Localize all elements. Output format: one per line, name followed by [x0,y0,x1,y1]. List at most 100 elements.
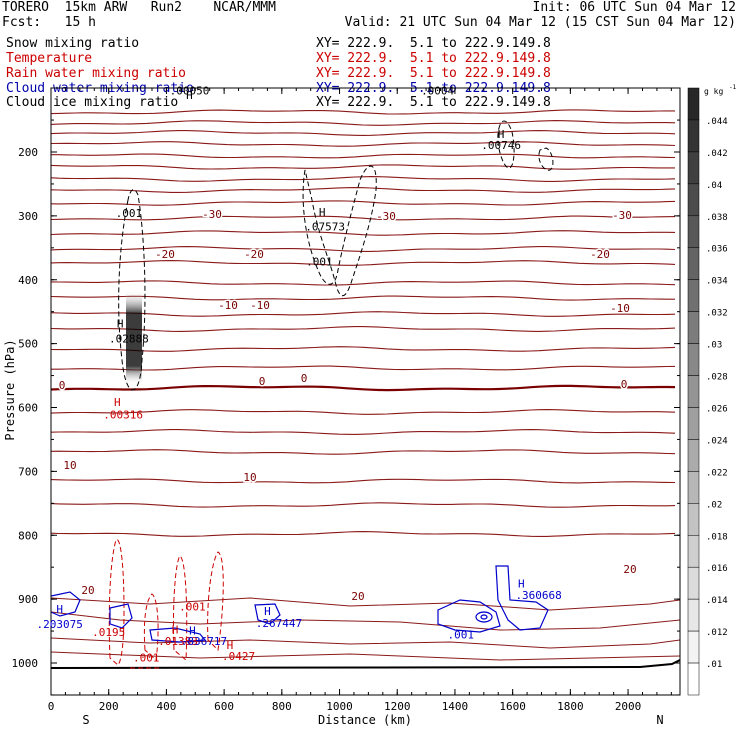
cloud-water-contour [109,603,133,629]
isotherm-line-low [51,597,680,611]
colorbar-swatch [687,662,700,696]
field-max-annotation: .267447 [256,617,302,630]
field-max-annotation: H [56,603,63,616]
cloud-water-contour [51,591,81,617]
field-max-annotation: .01383 [158,635,198,648]
x-tick-label: 600 [214,700,234,713]
isotherm-value-label: 10 [243,471,256,484]
colorbar-swatch [687,407,700,440]
colorbar-tick-label: .01 [706,660,722,670]
x-tick-label: 1000 [326,700,353,713]
x-axis-label: Distance (km) [318,713,412,727]
x-tick-label: 400 [156,700,176,713]
cloud-ice-contour [302,165,377,297]
isotherm-value-label: -20 [155,248,175,261]
field-range-rain: XY= 222.9. 5.1 to 222.9.149.8 [316,66,551,81]
colorbar-tick-label: .038 [706,213,728,223]
cloud-ice-contour [118,189,146,391]
x-tick-label: 2000 [615,700,642,713]
colorbar-swatch [687,311,700,344]
colorbar-swatch [687,119,700,153]
isotherm-value-label: 20 [623,563,636,576]
mixing-ratio-contours [51,120,554,669]
rain-contour [143,593,159,662]
y-tick-label: 300 [18,210,38,223]
isotherm-value-label: 0 [59,379,66,392]
field-max-annotation: .02888 [109,332,149,345]
isotherm-value-label: 0 [621,378,628,391]
isotherm-value-label: 20 [351,590,364,603]
isotherm-line [51,478,676,484]
x-axis-right-end-label: N [656,713,663,727]
field-max-annotation: .001 [116,207,143,220]
x-tick-label: 1800 [557,700,584,713]
field-max-annotation: .0195 [92,626,125,639]
colorbar-swatch [687,471,700,504]
x-tick-label: 0 [48,700,55,713]
isotherm-line-low [51,651,680,661]
colorbar: .044 .042 .04 .038 .036 .034 .032 .03 .028 .026 .0… [687,84,737,696]
cloud-water-contour [480,614,488,620]
field-max-annotation: .001 [179,601,206,614]
colorbar-swatch [687,215,700,248]
ground-line [51,659,680,669]
y-tick-label: 200 [18,146,38,159]
field-max-annotation: .00746 [481,139,521,152]
colorbar-tick-label: .042 [706,149,728,159]
field-max-annotation: H [189,624,196,637]
header-valid-time: Valid: 21 UTC Sun 04 Mar 12 (15 CST Sun … [344,15,736,30]
colorbar-tick-label: .022 [706,468,728,478]
colorbar-tick-label: .044 [706,117,728,127]
colorbar-tick-label: .04 [706,181,722,191]
isotherm-line [51,384,676,392]
field-max-annotation: .203075 [36,618,82,631]
isotherm-line [51,260,676,266]
colorbar-tick-label: .018 [706,532,728,542]
field-max-annotation: H [114,396,121,409]
field-max-annotation: .836717 [181,635,227,648]
snow-shading [126,290,142,385]
isotherm-line [51,130,676,136]
rain-contour [207,551,224,652]
isotherm-line [51,153,676,159]
field-range-snow: XY= 222.9. 5.1 to 222.9.149.8 [316,36,551,51]
x-tick-label: 800 [272,700,292,713]
plot-frame [50,87,681,696]
cloud-water-contour [149,627,207,643]
isotherm-value-label: 0 [301,372,308,385]
isotherm-value-label: -20 [244,248,264,261]
colorbar-swatch [687,375,700,408]
field-max-annotation: .0004 [421,85,454,98]
isotherm-line [51,429,676,435]
isotherm-line [51,187,676,193]
isotherm-line [51,346,676,352]
colorbar-unit-exponent: -1 [729,84,737,91]
cloud-water-contour [254,603,281,625]
colorbar-swatch [687,183,700,217]
field-range-temperature: XY= 222.9. 5.1 to 222.9.149.8 [316,51,551,66]
y-tick-label: 500 [18,338,38,351]
field-max-annotation: H [264,605,271,618]
field-max-annotation: H [319,206,326,219]
field-range-cloud-ice: XY= 222.9. 5.1 to 222.9.149.8 [316,95,551,110]
header-forecast-hour: Fcst: 15 h [2,15,96,30]
field-max-annotation: .001 [133,652,160,665]
header-init-time: Init: 06 UTC Sun 04 Mar 12 [532,0,737,15]
cloud-water-contour [437,599,501,633]
y-tick-label: 400 [18,274,38,287]
y-tick-label: 1000 [12,657,39,670]
colorbar-tick-label: .034 [706,277,728,287]
colorbar-tick-label: .026 [706,404,728,414]
cloud-ice-contour [538,147,554,171]
contour-labels: -30 -30 -30 -20 -20 -20 -10 -10 -10 0 0 0 0 10 10 20 20 2… [36,85,638,665]
field-max-annotation: H [117,318,124,331]
colorbar-tick-label: .012 [706,628,728,638]
isotherm-line [51,295,675,301]
field-name-temperature: Temperature [6,51,93,66]
field-max-annotation: H [172,624,179,637]
colorbar-tick-label: .014 [706,596,728,606]
isotherm-line [51,109,675,115]
colorbar-swatch [687,87,700,121]
colorbar-swatch [687,630,700,664]
